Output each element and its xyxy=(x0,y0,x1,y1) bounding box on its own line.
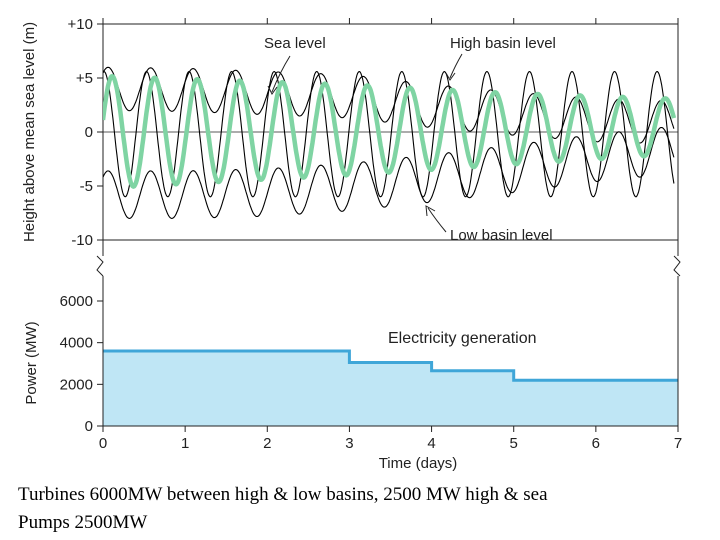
axis-break-right xyxy=(673,255,681,277)
series-green-basin-operating-level xyxy=(103,73,677,189)
time-x-tick-label: 4 xyxy=(427,435,435,452)
time-x-tick-label: 2 xyxy=(263,435,271,452)
power-area xyxy=(103,351,678,426)
time-x-tick-label: 1 xyxy=(181,435,189,452)
height-y-tick-label: +10 xyxy=(68,16,93,33)
power-line xyxy=(103,349,678,382)
time-x-tick-label: 7 xyxy=(674,435,682,452)
power-y-tick-label: 2000 xyxy=(60,376,93,393)
caption-pumps: Pumps 2500MW xyxy=(18,512,148,533)
series-sea-level xyxy=(103,70,675,198)
high-basin-pointer xyxy=(449,53,463,79)
time-x-axis-label: Time (days) xyxy=(379,455,458,472)
power-y-tick-label: 0 xyxy=(85,418,93,435)
low-basin-arrowhead xyxy=(425,205,436,217)
height-y-ticks: +10 +5 0 -5 -10 xyxy=(68,16,103,249)
series-low-basin-level xyxy=(103,126,675,219)
height-y-axis-label: Height above mean sea level (m) xyxy=(21,22,38,242)
sea-level-pointer xyxy=(271,55,291,93)
caption-turbines: Turbines 6000MW between high & low basin… xyxy=(18,484,548,505)
high-basin-arrowhead xyxy=(445,72,456,81)
time-x-tick-label: 6 xyxy=(592,435,600,452)
time-x-tick-label: 5 xyxy=(510,435,518,452)
height-y-tick-label: -5 xyxy=(80,178,93,195)
time-x-tick-label: 0 xyxy=(99,435,107,452)
low-basin-label: Low basin level xyxy=(450,227,553,244)
height-series xyxy=(103,66,677,219)
time-x-tick-label: 3 xyxy=(345,435,353,452)
sea-level-label: Sea level xyxy=(264,35,326,52)
power-chart-title: Electricity generation xyxy=(388,330,537,347)
low-basin-pointer xyxy=(427,207,447,233)
power-y-ticks: 0 2000 4000 6000 xyxy=(60,293,103,435)
height-panel: +10 +5 0 -5 -10 Height above mean sea level … xyxy=(21,16,679,249)
power-panel: 0 2000 4000 6000 0 1 2 3 4 5 6 7 Electricity gener… xyxy=(23,18,682,472)
time-x-ticks: 0 1 2 3 4 5 6 7 xyxy=(99,18,682,452)
axis-break-left xyxy=(96,255,104,277)
high-basin-label: High basin level xyxy=(450,35,556,52)
power-y-axis-label: Power (MW) xyxy=(23,321,40,404)
power-y-tick-label: 6000 xyxy=(60,293,93,310)
power-y-tick-label: 4000 xyxy=(60,335,93,352)
height-y-tick-label: -10 xyxy=(71,232,93,249)
height-y-tick-label: +5 xyxy=(76,70,93,87)
sea-level-arrowhead xyxy=(267,85,278,95)
height-y-tick-label: 0 xyxy=(85,124,93,141)
tidal-chart: +10 +5 0 -5 -10 Height above mean sea level … xyxy=(21,16,682,472)
